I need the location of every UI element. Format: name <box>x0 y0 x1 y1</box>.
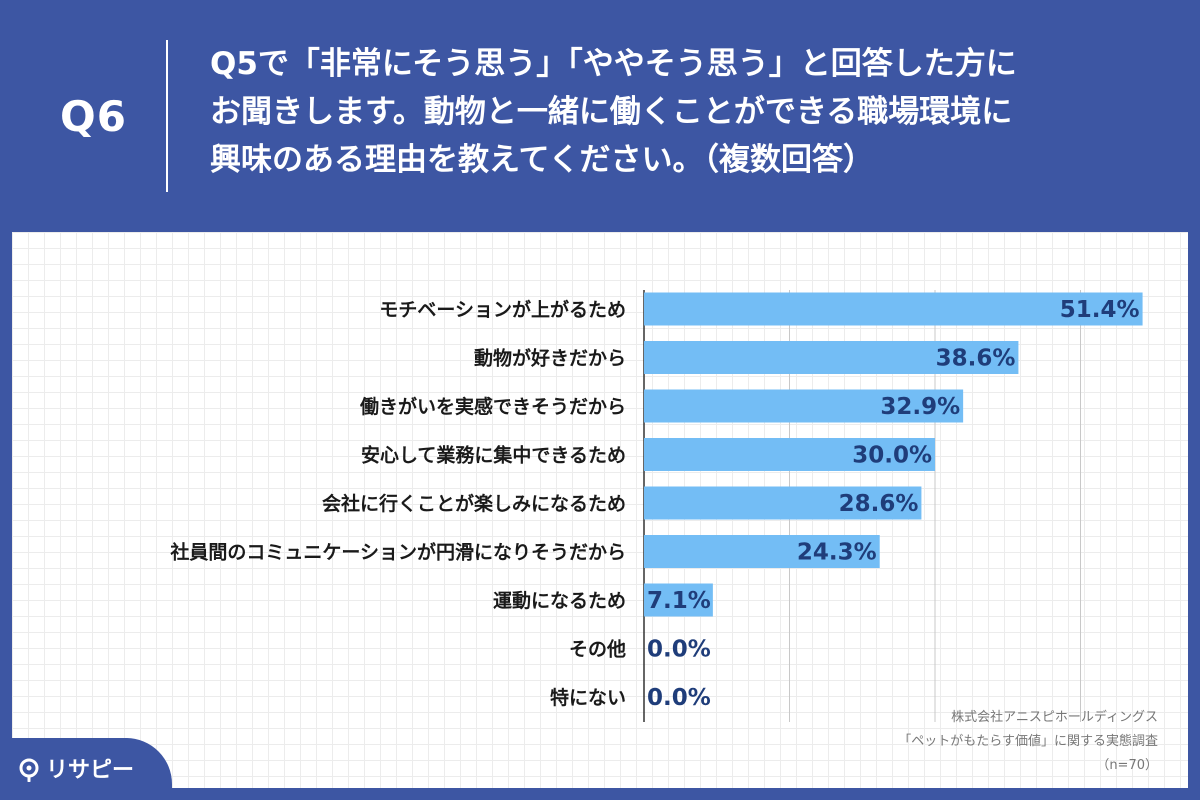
category-label: 運動になるため <box>493 590 626 612</box>
question-text: Q5で「非常にそう思う」「ややそう思う」と回答した方に お聞きします。動物と一緒… <box>210 40 1170 184</box>
value-label: 0.0% <box>647 637 711 663</box>
location-pin-icon <box>19 758 39 782</box>
question-number: Q6 <box>60 92 127 141</box>
category-label: 動物が好きだから <box>474 347 626 370</box>
source-sample: （n=70） <box>1096 758 1158 773</box>
category-label: モチベーションが上がるため <box>379 298 626 321</box>
category-label: その他 <box>569 638 626 661</box>
bar <box>644 535 880 568</box>
category-label: 安心して業務に集中できるため <box>361 444 626 467</box>
bar <box>644 341 1019 374</box>
source-note: 株式会社アニスピホールディングス 「ペットがもたらす価値」に関する実態調査 （n… <box>898 706 1158 778</box>
value-label: 0.0% <box>647 685 711 711</box>
category-label: 働きがいを実感できそうだから <box>359 395 626 418</box>
category-label: 社員間のコミュニケーションが円滑になりそうだから <box>169 541 626 564</box>
value-label: 24.3% <box>797 540 877 566</box>
category-label: 特にない <box>550 687 626 709</box>
source-survey: 「ペットがもたらす価値」に関する実態調査 <box>898 734 1158 749</box>
bar <box>644 292 1143 326</box>
bar <box>644 438 935 471</box>
value-label: 32.9% <box>880 394 960 420</box>
source-company: 株式会社アニスピホールディングス <box>951 710 1158 725</box>
chart-panel: モチベーションが上がるため 51.4% 動物が好きだから 38.6% 働きがいを実感でき… <box>12 232 1188 788</box>
bar <box>644 583 713 617</box>
value-label: 7.1% <box>647 588 711 614</box>
question-line: 興味のある理由を教えてください。（複数回答） <box>210 142 875 178</box>
bar <box>644 389 964 423</box>
question-header: Q6 Q5で「非常にそう思う」「ややそう思う」と回答した方に お聞きします。動物… <box>0 0 1200 232</box>
question-line: お聞きします。動物と一緒に働くことができる職場環境に <box>210 94 1013 130</box>
question-line: Q5で「非常にそう思う」「ややそう思う」と回答した方に <box>210 46 1017 82</box>
bar <box>644 486 922 520</box>
brand-badge: リサピー <box>0 738 172 800</box>
category-label: 会社に行くことが楽しみになるため <box>322 492 626 515</box>
bar-chart: モチベーションが上がるため 51.4% 動物が好きだから 38.6% 働きがいを実感でき… <box>169 290 1143 722</box>
value-label: 30.0% <box>852 443 932 469</box>
brand-name: リサピー <box>46 758 135 783</box>
value-label: 28.6% <box>839 491 919 517</box>
value-label: 38.6% <box>936 346 1016 372</box>
header-divider <box>166 40 168 192</box>
value-label: 51.4% <box>1060 297 1140 323</box>
